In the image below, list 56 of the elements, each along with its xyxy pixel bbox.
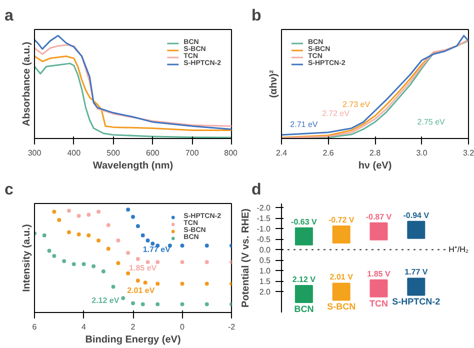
data-label: 2.01 V: [330, 272, 354, 282]
y-tick-label: -1.5: [256, 214, 272, 224]
x-tick-label: 2.6: [322, 148, 334, 158]
x-tick-label: 4: [82, 322, 87, 332]
data-label: -0.72 V: [328, 216, 355, 225]
category-label: TCN: [369, 298, 388, 308]
data-label: 1.77 V: [404, 268, 428, 277]
y-axis-title: Potential (V vs. RHE): [240, 208, 252, 308]
annotation: 2.73 eV: [342, 100, 371, 110]
y-tick-label: -2.0: [256, 204, 272, 213]
y-tick-label: 0.0: [259, 246, 272, 255]
ref-line-label: H⁺/H₂: [448, 245, 469, 254]
y-tick-label: -0.5: [256, 235, 272, 244]
x-tick-label: 2.8: [369, 148, 382, 158]
annotation: 2.71 eV: [290, 120, 318, 129]
category-label: S-BCN: [327, 302, 356, 312]
annotation: 1.85 eV: [129, 263, 158, 272]
x-tick-label: 2.4: [276, 148, 288, 158]
annotation: 2.75 eV: [417, 118, 446, 127]
data-label: -0.94 V: [403, 210, 430, 220]
x-tick-label: 2: [130, 322, 136, 332]
x-axis-title: Binding Energy (eV): [85, 334, 181, 346]
chart-title: a: [4, 8, 14, 24]
y-axis-title: (αhν)²: [268, 69, 280, 98]
x-tick-label: 6: [32, 322, 38, 332]
x-axis-title: Wavelength (nm): [92, 160, 174, 172]
annotation: 2.12 eV: [92, 296, 120, 306]
annotation: 2.01 eV: [127, 286, 156, 296]
chart-title: b: [252, 8, 262, 24]
x-tick-label: 700: [185, 148, 200, 158]
x-tick-label: 600: [146, 148, 160, 158]
category-label: BCN: [294, 304, 314, 314]
data-label: 2.12 V: [292, 275, 316, 284]
data-label: -0.87 V: [366, 212, 392, 222]
y-tick-label: -1.0: [256, 224, 272, 234]
x-tick-label: 0: [180, 322, 186, 332]
chart-title: d: [252, 182, 262, 198]
x-tick-label: 300: [28, 148, 42, 158]
data-label: -0.63 V: [291, 217, 318, 226]
y-tick-label: 1.0: [259, 266, 272, 276]
category-label: S-HPTCN-2: [392, 296, 440, 307]
x-tick-label: 400: [67, 148, 82, 158]
y-axis-title: Absorbance (a.u.): [22, 42, 32, 126]
annotation: 2.72 eV: [322, 108, 350, 118]
x-axis-title: hν (eV): [358, 160, 392, 172]
x-tick-label: 800: [224, 148, 238, 158]
x-tick-label: 500: [106, 148, 121, 158]
x-tick-label: -2: [228, 322, 236, 332]
y-tick-label: 0.5: [259, 256, 272, 266]
chart-title: c: [4, 182, 14, 198]
data-label: 1.85 V: [367, 269, 391, 278]
y-axis-title: Intensity (a.u.): [22, 224, 32, 292]
x-tick-label: 3.2: [462, 148, 474, 158]
y-tick-label: 1.5: [259, 277, 272, 286]
x-tick-label: 3.0: [416, 148, 428, 158]
y-tick-label: 2.0: [259, 288, 272, 297]
